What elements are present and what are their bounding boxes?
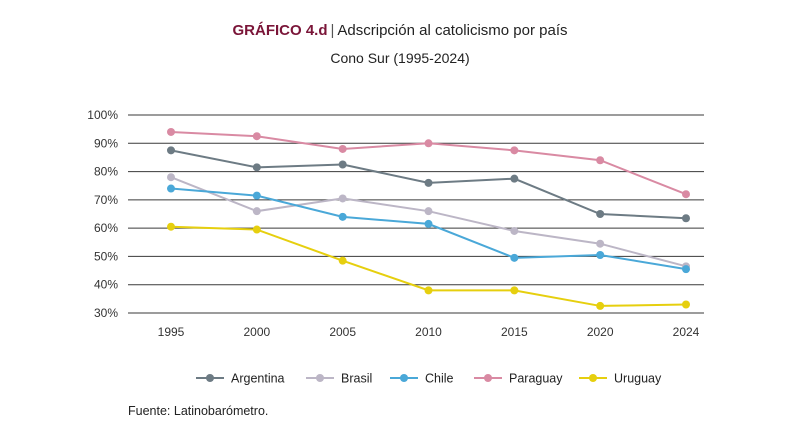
chart-title: GRÁFICO 4.d | Adscripción al catolicismo p… [0,22,800,39]
legend-label-paraguay: Paraguay [509,372,563,386]
legend-marker-argentina [206,374,214,382]
y-tick-label: 60% [94,221,118,235]
data-point-chile [596,251,605,260]
data-point-chile [510,253,519,262]
x-tick-label: 1995 [158,325,185,339]
y-tick-label: 90% [94,136,118,150]
data-point-uruguay [167,222,175,231]
x-tick-label: 2000 [243,325,270,339]
x-tick-label: 2020 [587,325,614,339]
source-note: Fuente: Latinobarómetro. [128,404,269,418]
data-point-paraguay [424,139,433,148]
data-point-brasil [510,226,519,235]
data-point-brasil [596,239,605,248]
legend-marker-brasil [316,374,324,382]
legend-label-uruguay: Uruguay [614,372,662,386]
data-point-uruguay [338,256,347,265]
data-point-paraguay [510,146,519,155]
data-point-argentina [252,163,261,172]
chart-subtitle: Cono Sur (1995-2024) [330,50,470,66]
y-tick-label: 100% [87,108,118,122]
data-point-paraguay [682,190,690,199]
data-point-uruguay [682,300,690,309]
data-point-paraguay [167,127,175,136]
x-axis: 1995 2000 2005 2010 2015 2020 2024 [158,325,700,339]
data-point-uruguay [510,286,519,295]
legend-marker-uruguay [589,374,597,382]
data-point-brasil [424,207,433,216]
y-tick-label: 50% [94,249,118,263]
data-point-brasil [252,207,261,216]
y-axis: 30% 40% 50% 60% 70% 80% 90% 100% [87,108,118,320]
legend-label-brasil: Brasil [341,372,372,386]
x-tick-label: 2005 [329,325,356,339]
data-point-uruguay [596,301,605,310]
data-point-brasil [167,173,175,182]
chart-label: GRÁFICO 4.d [232,22,328,39]
legend-label-argentina: Argentina [231,372,285,386]
y-tick-label: 40% [94,278,118,292]
y-tick-label: 70% [94,193,118,207]
data-point-argentina [424,178,433,187]
x-tick-label: 2010 [415,325,442,339]
y-tick-label: 80% [94,165,118,179]
data-point-argentina [596,210,605,218]
data-point-paraguay [252,132,261,141]
legend: Argentina Brasil Chile Paraguay Uruguay [196,372,662,386]
data-point-paraguay [338,144,347,153]
data-point-uruguay [424,286,433,295]
data-point-chile [682,265,690,274]
data-point-paraguay [596,156,605,165]
data-point-argentina [510,174,519,183]
legend-marker-paraguay [484,374,492,382]
data-point-chile [424,219,433,228]
legend-marker-chile [400,374,408,382]
series-group [167,127,690,310]
data-point-brasil [338,194,347,203]
legend-label-chile: Chile [425,372,454,386]
title-separator: | [330,22,335,39]
chart-title-text: Adscripción al catolicismo por país [337,22,568,39]
y-tick-label: 30% [94,306,118,320]
data-point-chile [338,212,347,221]
data-point-argentina [167,146,175,155]
x-tick-label: 2015 [501,325,528,339]
data-point-uruguay [252,225,261,234]
data-point-chile [252,191,261,200]
data-point-chile [167,184,175,193]
data-point-argentina [682,214,690,223]
data-point-argentina [338,160,347,169]
x-tick-label: 2024 [673,325,700,339]
